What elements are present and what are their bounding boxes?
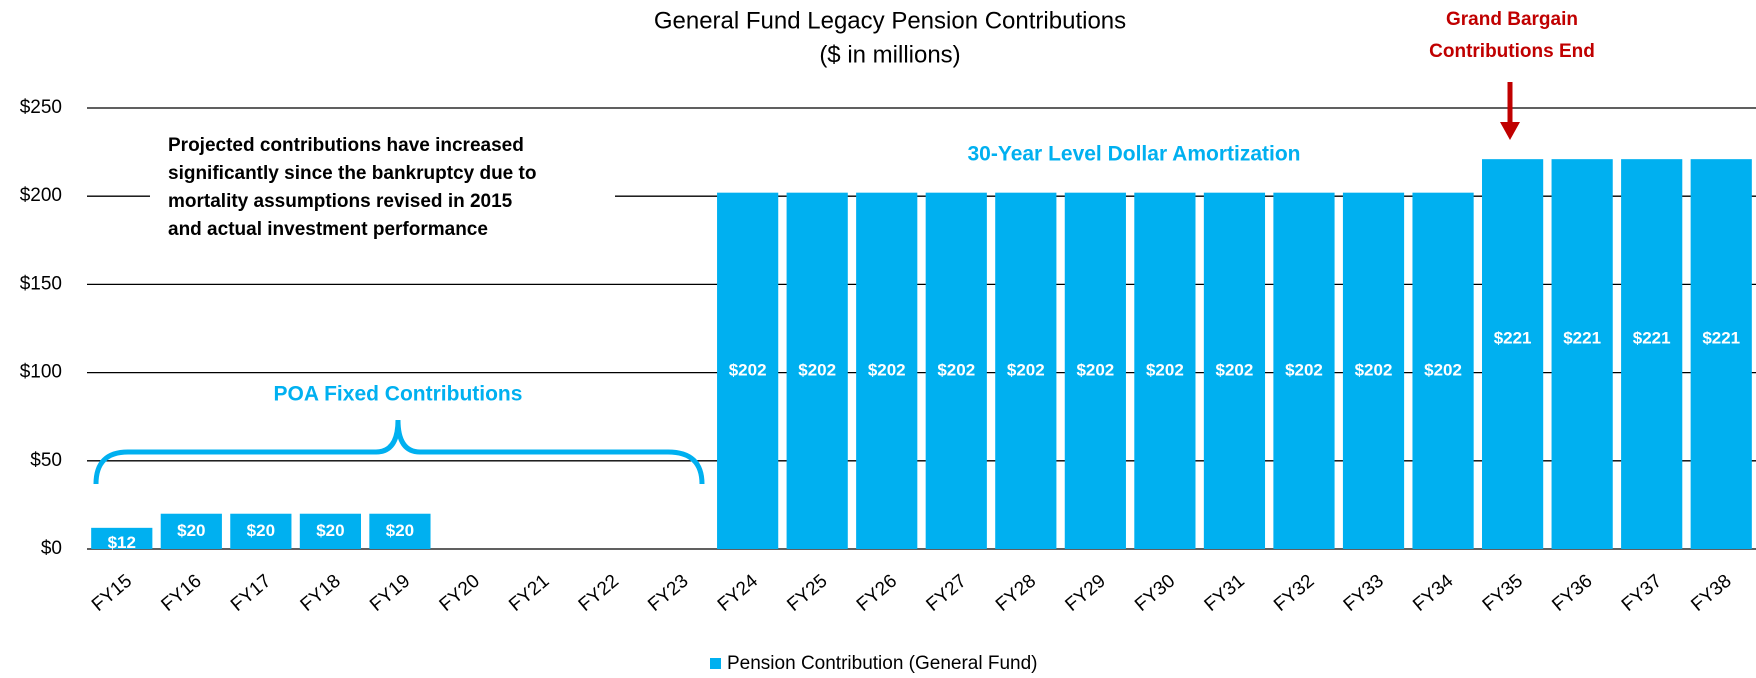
brace: [93, 419, 705, 485]
value-label: $221: [1563, 329, 1601, 348]
chart-title: General Fund Legacy Pension Contribution…: [654, 7, 1126, 34]
value-label: $20: [177, 521, 205, 540]
chart-subtitle: ($ in millions): [819, 41, 960, 68]
bar: [91, 527, 153, 549]
value-label: $202: [729, 360, 767, 379]
value-label: $202: [1216, 360, 1254, 379]
x-tick-label: FY30: [1131, 571, 1179, 616]
x-tick-label: FY24: [714, 570, 763, 616]
x-tick-label: FY38: [1687, 571, 1735, 616]
value-label: $202: [1146, 360, 1184, 379]
x-tick-label: FY20: [436, 571, 484, 616]
annotation: and actual investment performance: [168, 219, 488, 240]
x-tick-label: FY37: [1618, 571, 1666, 616]
value-label: $202: [798, 360, 836, 379]
bar: [856, 192, 918, 549]
annotation: Contributions End: [1429, 41, 1595, 62]
x-tick-label: FY26: [853, 571, 901, 616]
x-tick-label: FY18: [297, 571, 345, 616]
bar: [717, 192, 779, 549]
x-tick-label: FY34: [1409, 570, 1458, 616]
value-label: $20: [316, 521, 344, 540]
annotation: significantly since the bankruptcy due t…: [168, 163, 536, 184]
bar: [1482, 159, 1544, 549]
bar: [1621, 159, 1683, 549]
y-tick-label: $0: [41, 538, 62, 559]
value-label: $202: [868, 360, 906, 379]
x-tick-label: FY29: [1061, 571, 1109, 616]
bar: [1203, 192, 1266, 549]
bar: [1064, 192, 1126, 549]
value-label: $202: [937, 360, 975, 379]
x-tick-label: FY19: [366, 571, 414, 616]
x-tick-label: FY23: [644, 571, 692, 616]
x-tick-label: FY36: [1548, 571, 1596, 616]
value-label: $221: [1633, 329, 1671, 348]
y-tick-label: $250: [20, 97, 62, 118]
value-label: $221: [1494, 329, 1532, 348]
x-tick-label: FY35: [1479, 571, 1527, 616]
arrow-head: [1500, 122, 1520, 140]
bar: [1342, 192, 1405, 549]
value-label: $202: [1285, 360, 1323, 379]
bar: [1551, 159, 1613, 549]
value-label: $202: [1076, 360, 1114, 379]
y-tick-label: $100: [20, 362, 62, 383]
y-tick-label: $50: [30, 450, 62, 471]
bar: [995, 192, 1057, 549]
value-label: $202: [1424, 360, 1462, 379]
x-tick-label: FY22: [575, 571, 623, 616]
bar: [925, 192, 987, 549]
annotation: 30-Year Level Dollar Amortization: [968, 143, 1301, 166]
annotation: Grand Bargain: [1446, 9, 1578, 30]
bar: [1273, 192, 1335, 549]
x-tick-label: FY31: [1201, 571, 1249, 616]
annotation: mortality assumptions revised in 2015: [168, 191, 513, 212]
x-tick-label: FY21: [505, 571, 553, 616]
bar: [786, 192, 848, 549]
y-tick-label: $200: [20, 185, 62, 206]
value-label: $12: [108, 533, 136, 552]
bar: [1690, 159, 1752, 549]
value-label: $221: [1702, 329, 1740, 348]
x-tick-label: FY33: [1340, 571, 1388, 616]
legend-label: Pension Contribution (General Fund): [727, 653, 1038, 674]
x-tick-label: FY15: [88, 571, 136, 616]
bar: [299, 513, 361, 549]
amort-background: [930, 140, 1320, 172]
bar: [230, 513, 292, 549]
x-tick-label: FY27: [922, 571, 970, 616]
value-label: $20: [386, 521, 414, 540]
legend-swatch: [710, 658, 721, 669]
value-label: $20: [247, 521, 275, 540]
value-label: $202: [1007, 360, 1045, 379]
poa-background: [250, 380, 550, 412]
bar: [1134, 192, 1196, 549]
x-tick-label: FY25: [783, 571, 831, 616]
note-background: [150, 128, 615, 258]
annotation: Projected contributions have increased: [168, 135, 524, 156]
x-tick-label: FY28: [992, 571, 1040, 616]
value-label: $202: [1355, 360, 1393, 379]
bar: [160, 513, 222, 549]
x-tick-label: FY16: [157, 571, 205, 616]
x-tick-label: FY32: [1270, 571, 1318, 616]
annotation: POA Fixed Contributions: [274, 383, 523, 406]
x-tick-label: FY17: [227, 571, 275, 616]
bar: [1412, 192, 1474, 549]
y-tick-label: $150: [20, 273, 62, 294]
bar: [369, 513, 431, 549]
